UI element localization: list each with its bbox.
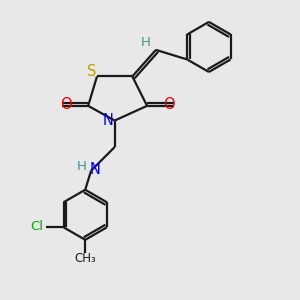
Text: S: S [87,64,96,79]
Text: Cl: Cl [30,220,43,233]
Text: O: O [163,97,175,112]
Text: CH₃: CH₃ [74,252,96,266]
Text: N: N [89,162,100,177]
Text: H: H [141,36,151,49]
Text: N: N [103,113,114,128]
Text: O: O [60,97,72,112]
Text: H: H [77,160,87,173]
